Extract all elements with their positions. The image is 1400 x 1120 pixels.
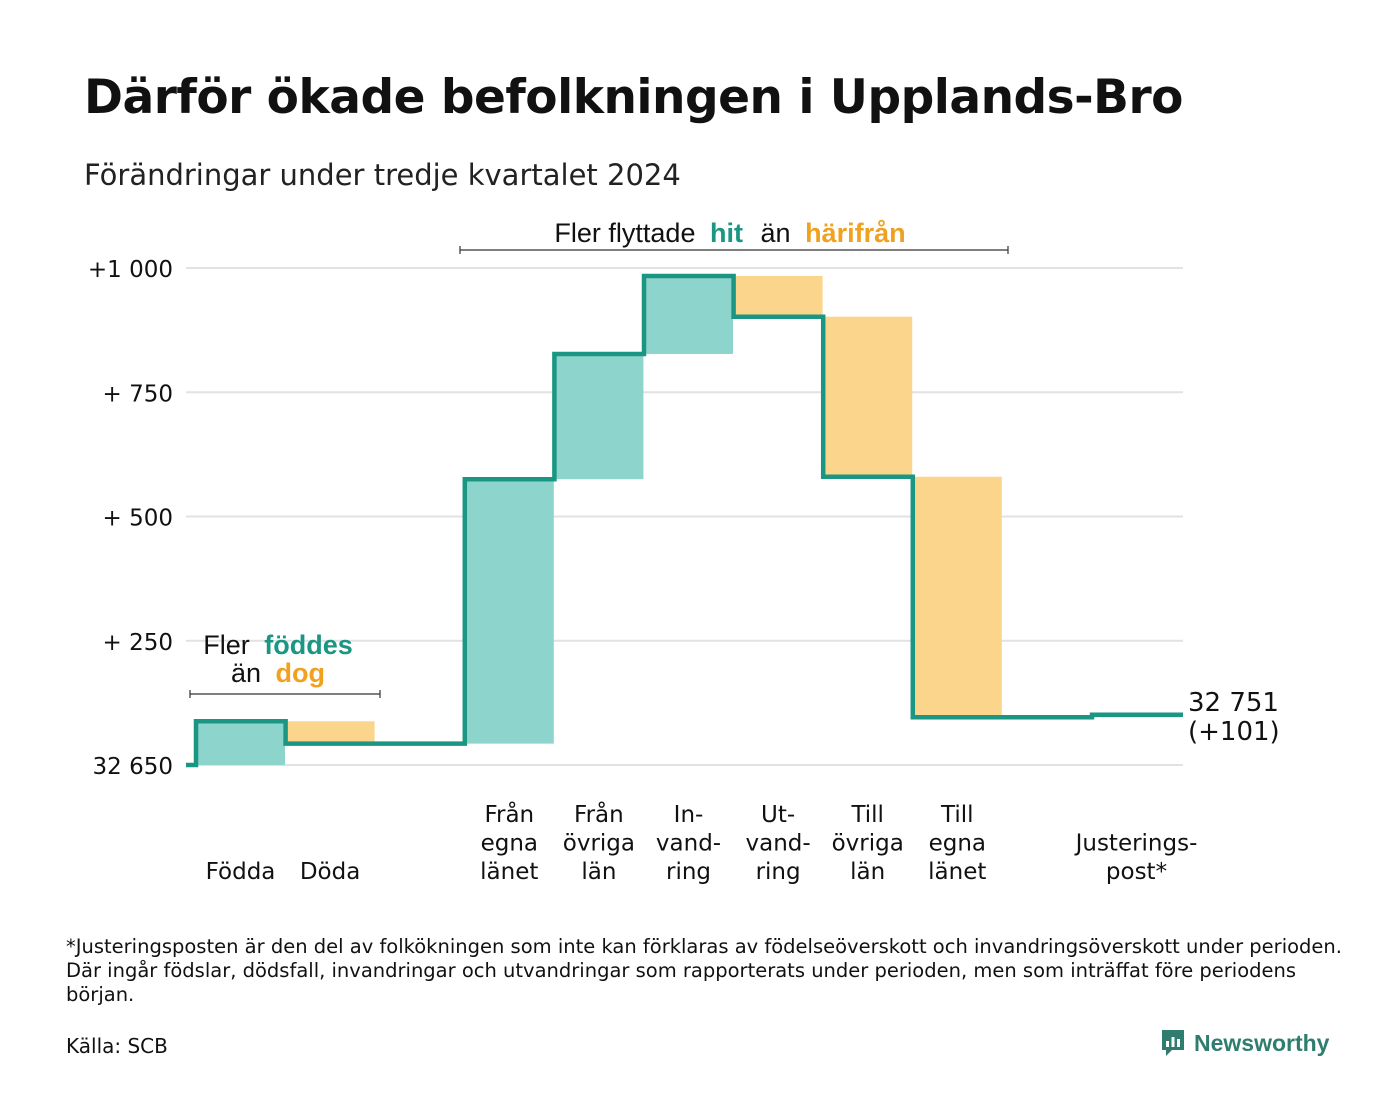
migration-annotation-prefix: Fler flyttade (554, 218, 695, 248)
waterfall-bar (554, 353, 644, 480)
waterfall-bar (823, 316, 913, 477)
cumulative-step-line (186, 273, 1183, 768)
end-value: 32 751 (1188, 688, 1279, 718)
y-tick-label: + 750 (103, 381, 173, 407)
x-category-label: Döda (300, 859, 360, 885)
brand-logo: Newsworthy (1160, 1028, 1329, 1058)
x-category-label: Från övriga län (563, 800, 635, 885)
migration-annotation-green: hit (710, 218, 743, 248)
svg-text:än dog: än dog (231, 658, 325, 688)
births-annotation-prefix: Fler (203, 630, 250, 660)
x-category-label: Födda (206, 859, 276, 885)
waterfall-bar (196, 721, 285, 765)
svg-text:Fler föddes: Fler föddes (203, 630, 353, 660)
migration-annotation-mid: än (761, 218, 791, 248)
y-axis-ticks: 32 650 + 250 + 500 + 750 +1 000 (88, 257, 173, 780)
births-annotation-mid: än (231, 658, 261, 688)
source-credit: Källa: SCB (66, 1034, 168, 1058)
waterfall-bar (464, 479, 554, 744)
grid-lines (186, 267, 1183, 766)
chart-title: Därför ökade befolkningen i Upplands-Bro (84, 70, 1183, 125)
y-tick-label: + 500 (103, 506, 173, 532)
births-annotation-green: föddes (264, 630, 353, 660)
newsworthy-logo-icon (1162, 1030, 1184, 1056)
x-category-label: Ut-vand-ring (746, 802, 811, 885)
waterfall-bar (733, 275, 823, 317)
y-tick-label: 32 650 (93, 754, 173, 780)
x-category-label: In-vand-ring (656, 802, 721, 885)
y-tick-label: +1 000 (88, 257, 173, 283)
waterfall-bar (644, 275, 733, 354)
migration-annotation: Fler flyttade hit än härifrån (459, 218, 1009, 254)
y-tick-label: + 250 (103, 630, 173, 656)
brand-name: Newsworthy (1194, 1029, 1330, 1056)
end-value-label: 32 751 (+101) (1188, 688, 1280, 747)
waterfall-bar (285, 721, 375, 744)
bars (196, 275, 1181, 765)
end-change: (+101) (1188, 717, 1280, 747)
chart-subtitle: Förändringar under tredje kvartalet 2024 (84, 158, 681, 192)
x-category-label: Till egna länet (928, 802, 986, 885)
x-axis-labels: Födda Döda Från egna länet Från övriga län In-va… (206, 800, 1198, 885)
x-category-label: Till övriga län (832, 802, 904, 885)
cumulative-line (186, 273, 1183, 768)
waterfall-chart: 32 650 + 250 + 500 + 750 +1 000 Födda Döda Frå… (88, 218, 1280, 885)
svg-text:Fler flyttade hit: Fler flyttade hit än härifrån (554, 218, 905, 248)
x-category-label: Från egna länet (480, 800, 538, 885)
x-category-label: Justerings-post* (1074, 831, 1198, 886)
migration-annotation-orange: härifrån (805, 218, 906, 248)
births-annotation: Fler föddes än dog (189, 630, 381, 698)
footnote: *Justeringsposten är den del av folkökni… (66, 935, 1342, 1006)
births-annotation-orange: dog (276, 658, 325, 688)
waterfall-bar (912, 476, 1002, 718)
